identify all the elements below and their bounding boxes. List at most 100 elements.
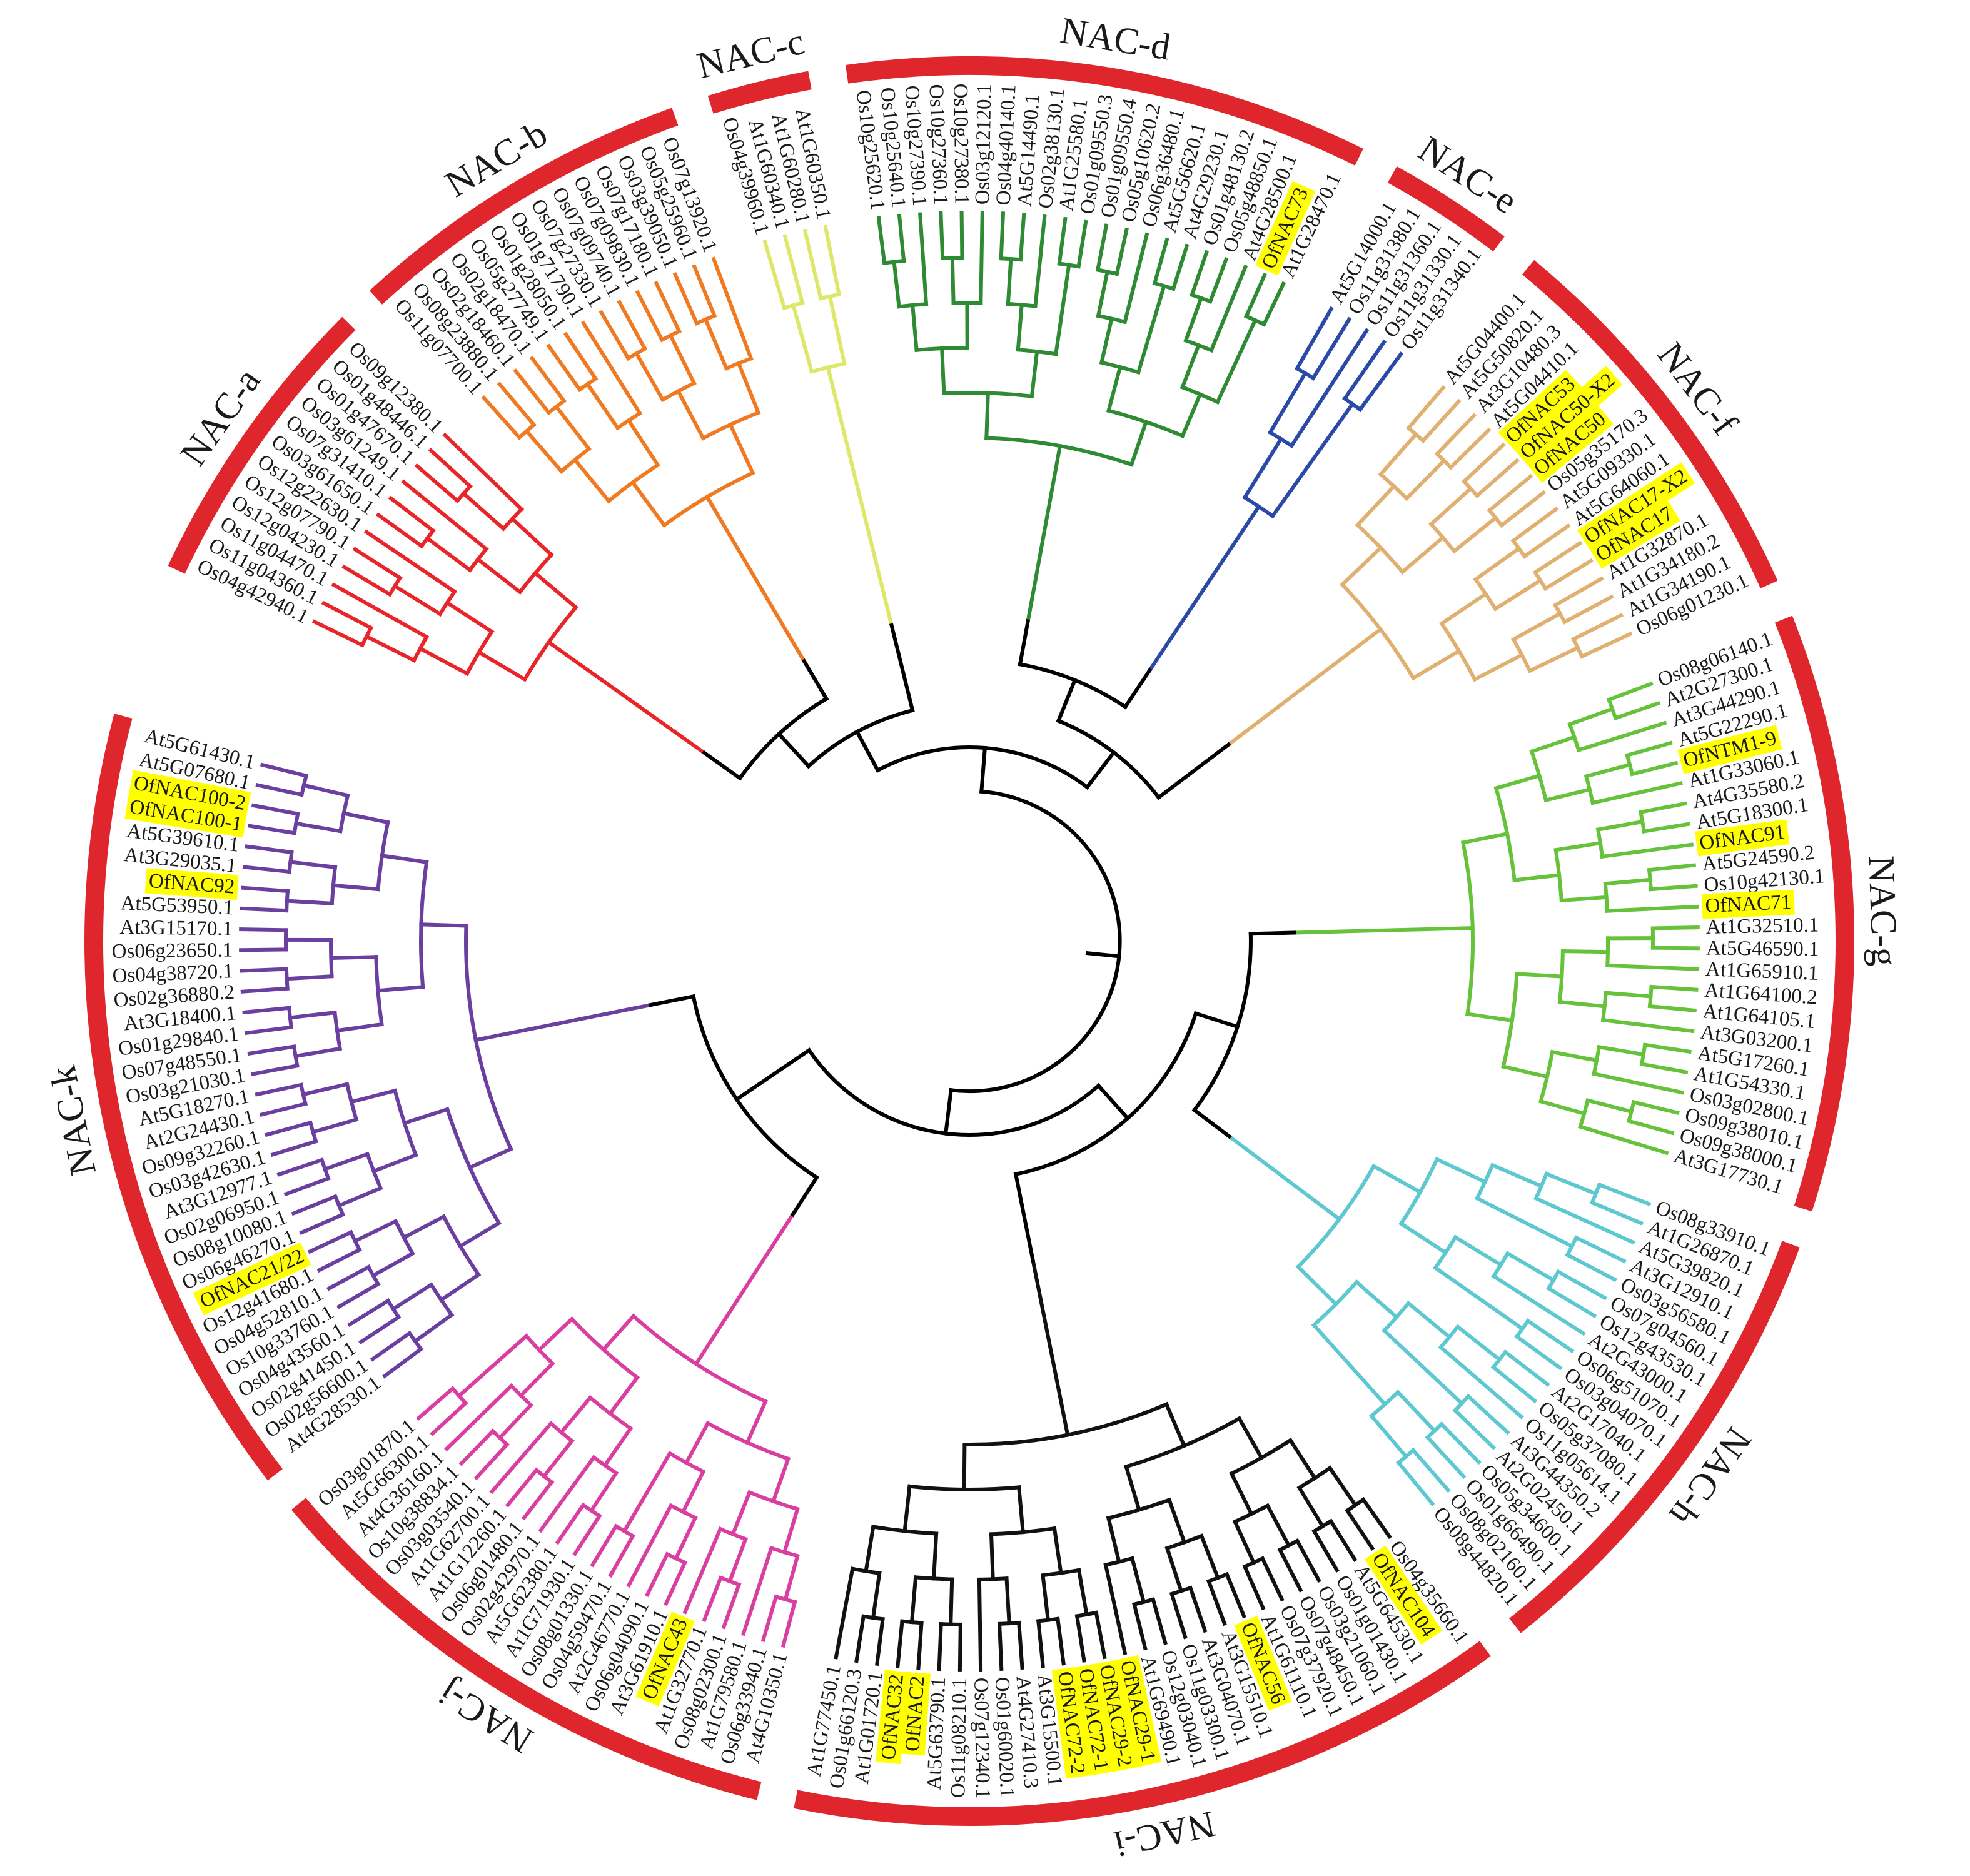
leaf-highlight	[193, 1242, 311, 1316]
branch	[1455, 1324, 1502, 1363]
branch	[1589, 1200, 1644, 1226]
branch	[675, 388, 706, 441]
branch	[335, 1022, 384, 1033]
backbone-branch	[1096, 1082, 1131, 1121]
branch	[682, 1526, 723, 1615]
branch	[521, 1479, 555, 1521]
leaf-label: Os04g40140.1	[993, 84, 1021, 206]
branch	[1434, 413, 1477, 457]
branch	[308, 1229, 354, 1254]
branch	[1605, 904, 1699, 913]
branch	[617, 300, 648, 351]
branch	[1103, 1562, 1128, 1655]
backbone-branch	[1248, 930, 1296, 936]
branch	[585, 381, 620, 431]
branch	[458, 1428, 496, 1466]
clade-label: NAC-g	[1861, 855, 1906, 967]
leaf-highlight	[1093, 1659, 1138, 1772]
branch	[622, 1451, 673, 1534]
branch	[1018, 213, 1026, 262]
branch	[1543, 1171, 1599, 1196]
branch	[331, 582, 430, 640]
branch	[329, 955, 378, 961]
branch	[1649, 884, 1698, 892]
branch	[1505, 1251, 1557, 1283]
branch	[1345, 1508, 1375, 1551]
branch	[1515, 972, 1564, 979]
branch	[999, 211, 1006, 261]
branch	[1295, 1264, 1339, 1307]
branch	[352, 547, 403, 581]
backbone-branch	[1156, 742, 1231, 800]
branch	[247, 1044, 296, 1056]
branch	[664, 1560, 688, 1606]
branch	[1460, 831, 1510, 845]
backbone-branch	[776, 731, 812, 769]
branch	[730, 1490, 752, 1537]
leaf-label: Os01g60020.1	[991, 1677, 1018, 1798]
branch	[962, 1442, 967, 1492]
branch	[703, 316, 729, 371]
branch	[265, 1120, 313, 1137]
branch	[1472, 652, 1525, 682]
branch	[668, 333, 697, 386]
leaf-label: Os10g27380.1	[949, 83, 972, 204]
branch	[1585, 1098, 1634, 1114]
leaf-highlight	[1113, 1655, 1162, 1768]
branch	[456, 1333, 529, 1399]
clade-stem	[546, 640, 707, 755]
branch	[1410, 648, 1462, 681]
backbone-branch	[648, 994, 696, 1007]
branch	[1600, 1017, 1695, 1034]
branch	[1188, 1585, 1208, 1633]
branch	[497, 381, 537, 428]
branch	[1465, 1393, 1510, 1435]
leaf-highlight	[876, 1670, 910, 1765]
branch	[744, 1399, 769, 1445]
branch	[1199, 1533, 1221, 1581]
branch	[1532, 540, 1583, 575]
leaf-highlight	[1695, 819, 1790, 857]
branch	[316, 1247, 362, 1273]
branch	[288, 1010, 337, 1020]
branch	[997, 1621, 1004, 1672]
branch	[780, 1600, 797, 1648]
branch	[1206, 1578, 1227, 1626]
leaf-highlight	[144, 868, 239, 900]
branch	[1452, 1408, 1497, 1450]
branch	[1405, 1300, 1452, 1340]
branch	[823, 224, 842, 297]
branch	[260, 762, 309, 779]
branch	[1576, 720, 1667, 753]
clade-ring-nac-a	[168, 316, 356, 574]
branch	[536, 1316, 575, 1353]
branch	[489, 1421, 554, 1495]
backbone-branch	[1056, 677, 1078, 724]
branch	[1052, 1526, 1063, 1575]
backbone-branch	[1193, 1011, 1240, 1029]
branch	[1129, 1556, 1146, 1605]
branch	[1294, 306, 1334, 371]
branch	[240, 986, 290, 994]
branch	[572, 457, 612, 504]
branch	[1041, 1573, 1051, 1623]
branch	[854, 1614, 866, 1663]
branch	[1395, 1460, 1435, 1506]
branch	[1355, 483, 1397, 528]
branch	[1529, 734, 1577, 754]
branch	[602, 1426, 634, 1468]
branch	[239, 947, 288, 952]
branch	[1004, 1576, 1011, 1626]
branch	[1277, 1547, 1303, 1593]
branch	[244, 1025, 294, 1036]
clade-ring-nac-f	[1522, 260, 1778, 589]
branch	[1055, 1616, 1066, 1666]
backbone-branch	[1013, 1172, 1036, 1263]
clade-ring-nac-k	[84, 714, 283, 1481]
branch	[1164, 1546, 1184, 1593]
branch	[1095, 223, 1109, 273]
leaf: Os04g38720.1	[112, 960, 234, 987]
branch	[1557, 999, 1607, 1009]
clade-ring-nac-j	[291, 1498, 762, 1800]
branch	[1129, 419, 1149, 467]
